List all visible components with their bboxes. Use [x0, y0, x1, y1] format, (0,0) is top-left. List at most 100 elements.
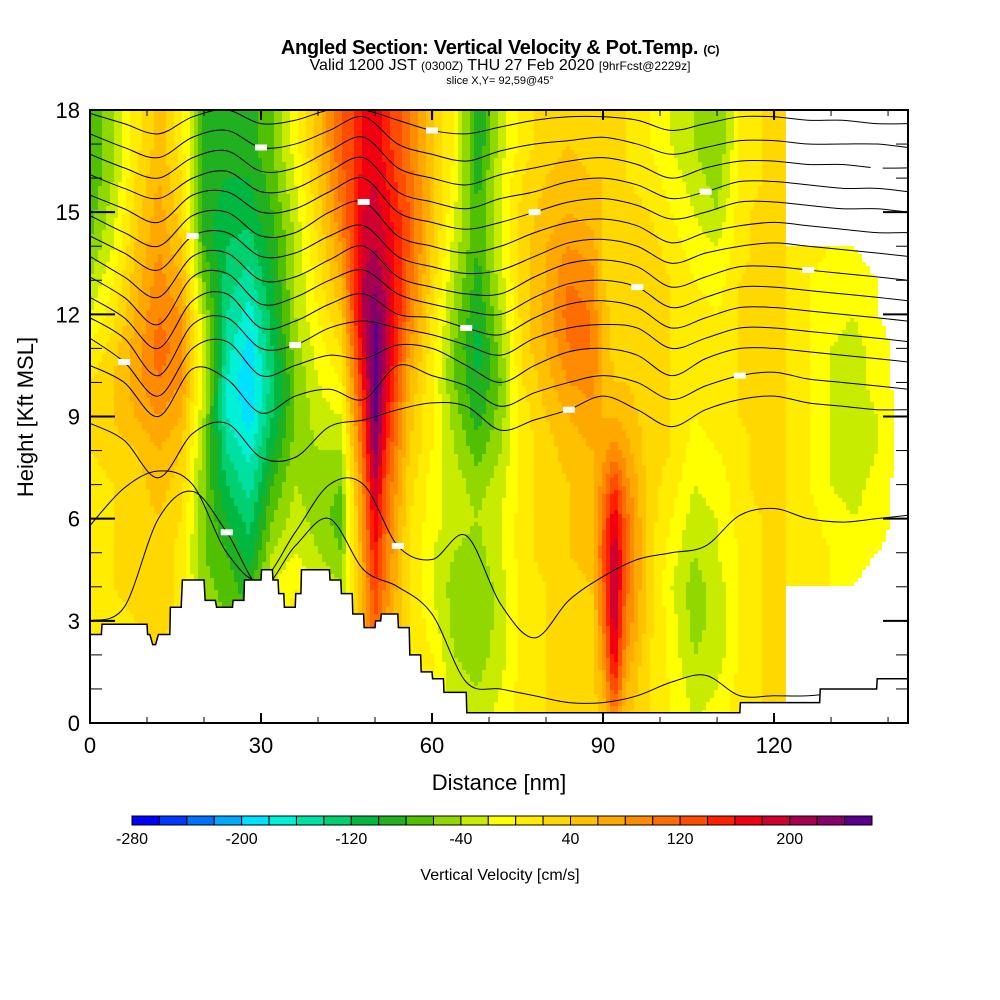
velocity-cell	[530, 270, 546, 274]
velocity-cell	[486, 202, 494, 206]
velocity-cell	[430, 330, 438, 334]
velocity-cell	[694, 114, 726, 118]
velocity-cell	[538, 374, 550, 378]
velocity-cell	[626, 110, 650, 114]
velocity-cell	[446, 294, 454, 298]
velocity-cell	[518, 222, 534, 226]
velocity-cell	[214, 382, 218, 386]
velocity-cell	[498, 294, 506, 298]
velocity-cell	[210, 410, 214, 414]
velocity-cell	[418, 254, 426, 258]
velocity-cell	[786, 362, 810, 366]
velocity-cell	[146, 186, 158, 190]
velocity-cell	[710, 186, 722, 190]
velocity-cell	[750, 210, 786, 214]
velocity-cell	[594, 282, 598, 286]
velocity-cell	[786, 246, 830, 250]
velocity-cell	[654, 226, 678, 230]
velocity-cell	[90, 234, 102, 238]
velocity-cell	[406, 322, 414, 326]
velocity-cell	[670, 334, 738, 338]
velocity-cell	[210, 282, 218, 286]
velocity-cell	[810, 374, 830, 378]
velocity-cell	[722, 166, 730, 170]
velocity-cell	[358, 222, 362, 226]
velocity-cell	[122, 274, 130, 278]
velocity-cell	[738, 202, 754, 206]
velocity-cell	[314, 130, 322, 134]
velocity-cell	[598, 274, 602, 278]
velocity-cell	[486, 322, 494, 326]
velocity-cell	[594, 390, 602, 394]
velocity-cell	[530, 298, 542, 302]
velocity-cell	[450, 318, 458, 322]
velocity-cell	[154, 330, 166, 334]
velocity-cell	[722, 158, 730, 162]
velocity-cell	[470, 138, 474, 142]
velocity-cell	[182, 186, 186, 190]
velocity-cell	[502, 218, 510, 222]
velocity-cell	[726, 114, 734, 118]
velocity-cell	[706, 294, 722, 298]
velocity-cell	[254, 374, 262, 378]
velocity-cell	[202, 338, 206, 342]
velocity-cell	[274, 226, 282, 230]
velocity-cell	[142, 362, 154, 366]
velocity-cell	[218, 350, 222, 354]
velocity-cell	[422, 238, 426, 242]
velocity-cell	[122, 114, 130, 118]
velocity-cell	[242, 230, 250, 234]
velocity-cell	[382, 350, 386, 354]
velocity-cell	[106, 206, 118, 210]
velocity-cell	[254, 342, 258, 346]
velocity-cell	[738, 354, 786, 358]
velocity-cell	[118, 346, 130, 350]
velocity-cell	[342, 278, 346, 282]
velocity-cell	[454, 154, 458, 158]
velocity-cell	[282, 398, 290, 402]
velocity-cell	[298, 114, 306, 118]
velocity-cell	[202, 330, 206, 334]
velocity-cell	[402, 158, 410, 162]
velocity-cell	[354, 382, 358, 386]
velocity-cell	[510, 354, 514, 358]
velocity-cell	[602, 386, 630, 390]
velocity-cell	[174, 138, 182, 142]
velocity-cell	[282, 142, 290, 146]
velocity-cell	[490, 162, 494, 166]
velocity-cell	[166, 358, 182, 362]
velocity-cell	[182, 318, 186, 322]
velocity-cell	[586, 166, 626, 170]
velocity-cell	[502, 354, 510, 358]
velocity-cell	[626, 166, 658, 170]
velocity-cell	[426, 226, 434, 230]
velocity-cell	[270, 390, 274, 394]
velocity-cell	[706, 174, 722, 178]
velocity-cell	[726, 134, 734, 138]
velocity-cell	[594, 386, 602, 390]
velocity-cell	[382, 154, 394, 158]
velocity-cell	[390, 194, 398, 198]
velocity-cell	[378, 198, 390, 202]
velocity-cell	[226, 318, 242, 322]
velocity-cell	[566, 374, 594, 378]
velocity-cell	[258, 118, 274, 122]
velocity-cell	[194, 206, 198, 210]
velocity-cell	[786, 350, 810, 354]
velocity-cell	[662, 254, 686, 258]
velocity-cell	[430, 194, 434, 198]
velocity-cell	[462, 278, 474, 282]
velocity-cell	[602, 246, 662, 250]
velocity-cell	[662, 186, 686, 190]
velocity-cell	[210, 382, 214, 386]
velocity-cell	[602, 354, 610, 358]
velocity-cell	[402, 130, 410, 134]
velocity-cell	[262, 310, 270, 314]
velocity-cell	[334, 322, 342, 326]
velocity-cell	[198, 286, 202, 290]
velocity-cell	[114, 390, 130, 394]
velocity-cell	[402, 138, 410, 142]
velocity-cell	[198, 238, 202, 242]
velocity-cell	[474, 286, 482, 290]
velocity-cell	[194, 174, 198, 178]
